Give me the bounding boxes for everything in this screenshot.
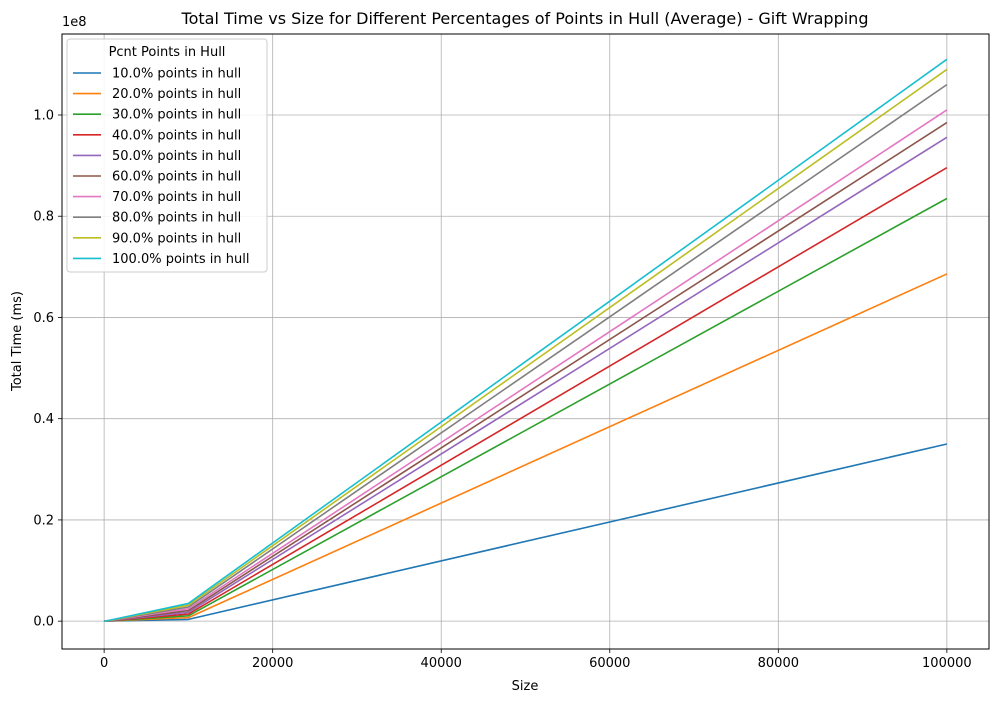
series-line-10 (104, 58, 948, 622)
y-axis-title: Total Time (ms) (10, 291, 25, 392)
y-tick-label: 0.4 (33, 412, 54, 427)
x-tick-label: 40000 (421, 656, 462, 671)
legend-entry-7: 70.0% points in hull (112, 190, 241, 205)
legend-entry-4: 40.0% points in hull (112, 128, 241, 143)
legend-entry-1: 10.0% points in hull (112, 67, 241, 82)
legend: Pcnt Points in Hull 10.0% points in hull… (66, 38, 268, 273)
legend-entry-6: 60.0% points in hull (112, 170, 241, 185)
x-axis-title: Size (512, 679, 539, 694)
chart-title: Total Time vs Size for Different Percent… (181, 9, 869, 28)
y-tick-label: 0.2 (33, 513, 54, 528)
series-line-1 (104, 443, 948, 622)
x-tick-label: 80000 (758, 656, 799, 671)
series-line-2 (104, 273, 948, 622)
legend-entry-10: 100.0% points in hull (112, 252, 249, 267)
x-tick-label: 100000 (922, 656, 972, 671)
plot-frame (61, 33, 990, 650)
x-tick-label: 0 (100, 656, 108, 671)
y-axis: 0.0 0.2 0.4 0.6 0.8 1.0 (33, 108, 62, 630)
legend-entry-8: 80.0% points in hull (112, 211, 241, 226)
x-tick-label: 20000 (252, 656, 293, 671)
legend-entry-5: 50.0% points in hull (112, 149, 241, 164)
y-offset-label: 1e8 (62, 15, 87, 30)
legend-entry-3: 30.0% points in hull (112, 108, 241, 123)
y-tick-label: 0.8 (33, 210, 54, 225)
y-tick-label: 1.0 (33, 108, 54, 123)
legend-title: Pcnt Points in Hull (109, 45, 226, 60)
x-axis: 0 20000 40000 60000 80000 100000 (100, 649, 972, 671)
x-tick-label: 60000 (589, 656, 630, 671)
series-lines (104, 58, 948, 622)
legend-entry-9: 90.0% points in hull (112, 231, 241, 246)
legend-box (66, 38, 268, 273)
legend-entry-2: 20.0% points in hull (112, 87, 241, 102)
y-tick-label: 0.6 (33, 311, 54, 326)
y-tick-label: 0.0 (33, 615, 54, 630)
